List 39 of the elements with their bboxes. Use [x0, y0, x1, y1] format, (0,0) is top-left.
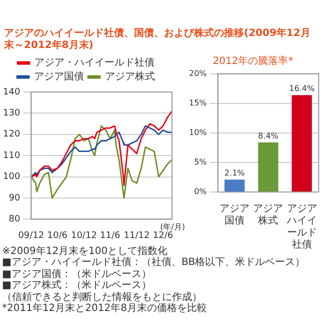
y-tick-label: 5%: [194, 158, 208, 167]
legend-label: アジア株式: [105, 70, 155, 83]
text: ■アジア・ハイイールド社債：（社債、BB格以下、米ドルベース）: [2, 257, 306, 268]
x-axis-title: (年/月): [160, 222, 185, 232]
y-tick-label: 110: [2, 150, 20, 161]
data-label: 16.4%: [289, 84, 315, 94]
text: ※2009年12月末を100として指数化: [2, 246, 168, 257]
text: ■アジア国債：（米ドルベース）: [2, 268, 152, 280]
data-label: 2.1%: [224, 168, 246, 178]
y-tick-label: 100: [2, 172, 20, 182]
x-tick-label: 11/6: [100, 230, 120, 241]
x-tick-label: 09/12: [18, 230, 44, 241]
bar: [224, 180, 245, 192]
legend-label: アジア国債: [34, 70, 84, 83]
x-tick-label: アジア国債: [220, 204, 250, 227]
text: （信頼できると判断した情報をもとに作成）: [2, 292, 203, 303]
x-tick-label: アジアハイイールド社債: [286, 204, 317, 251]
text: ■アジア株式：（米ドルベース）: [2, 280, 152, 292]
data-label: 8.4%: [258, 131, 279, 140]
bar: [258, 142, 278, 192]
text: *2011年12月末と2012年8月末の価格を比較: [2, 303, 208, 314]
x-tick-label: 12/6: [152, 230, 174, 241]
y-tick-label: 120: [2, 130, 20, 140]
y-tick-label: 90: [8, 193, 20, 204]
y-tick-label: 140: [2, 87, 20, 98]
y-tick-label: 0%: [194, 187, 208, 196]
x-tick-label: 11/12: [124, 230, 150, 241]
y-tick-label: 10%: [189, 128, 208, 137]
chart-title: アジアのハイイールド社債、国債、および株式の推移(2009年12月末～2012年8月末): [4, 28, 312, 52]
legend-label: アジア・ハイイールド社債: [34, 56, 154, 69]
y-tick-label: 130: [2, 108, 20, 119]
x-tick-label: 10/12: [70, 230, 97, 241]
x-tick-label: アジア株式: [253, 204, 284, 227]
chart-title: 2012年の騰落率*: [212, 54, 294, 67]
x-tick-label: 10/6: [47, 230, 68, 241]
y-tick-label: 80: [8, 214, 20, 225]
y-tick-label: 15%: [189, 98, 208, 108]
y-tick-label: 20%: [189, 68, 208, 78]
bar: [292, 95, 312, 192]
